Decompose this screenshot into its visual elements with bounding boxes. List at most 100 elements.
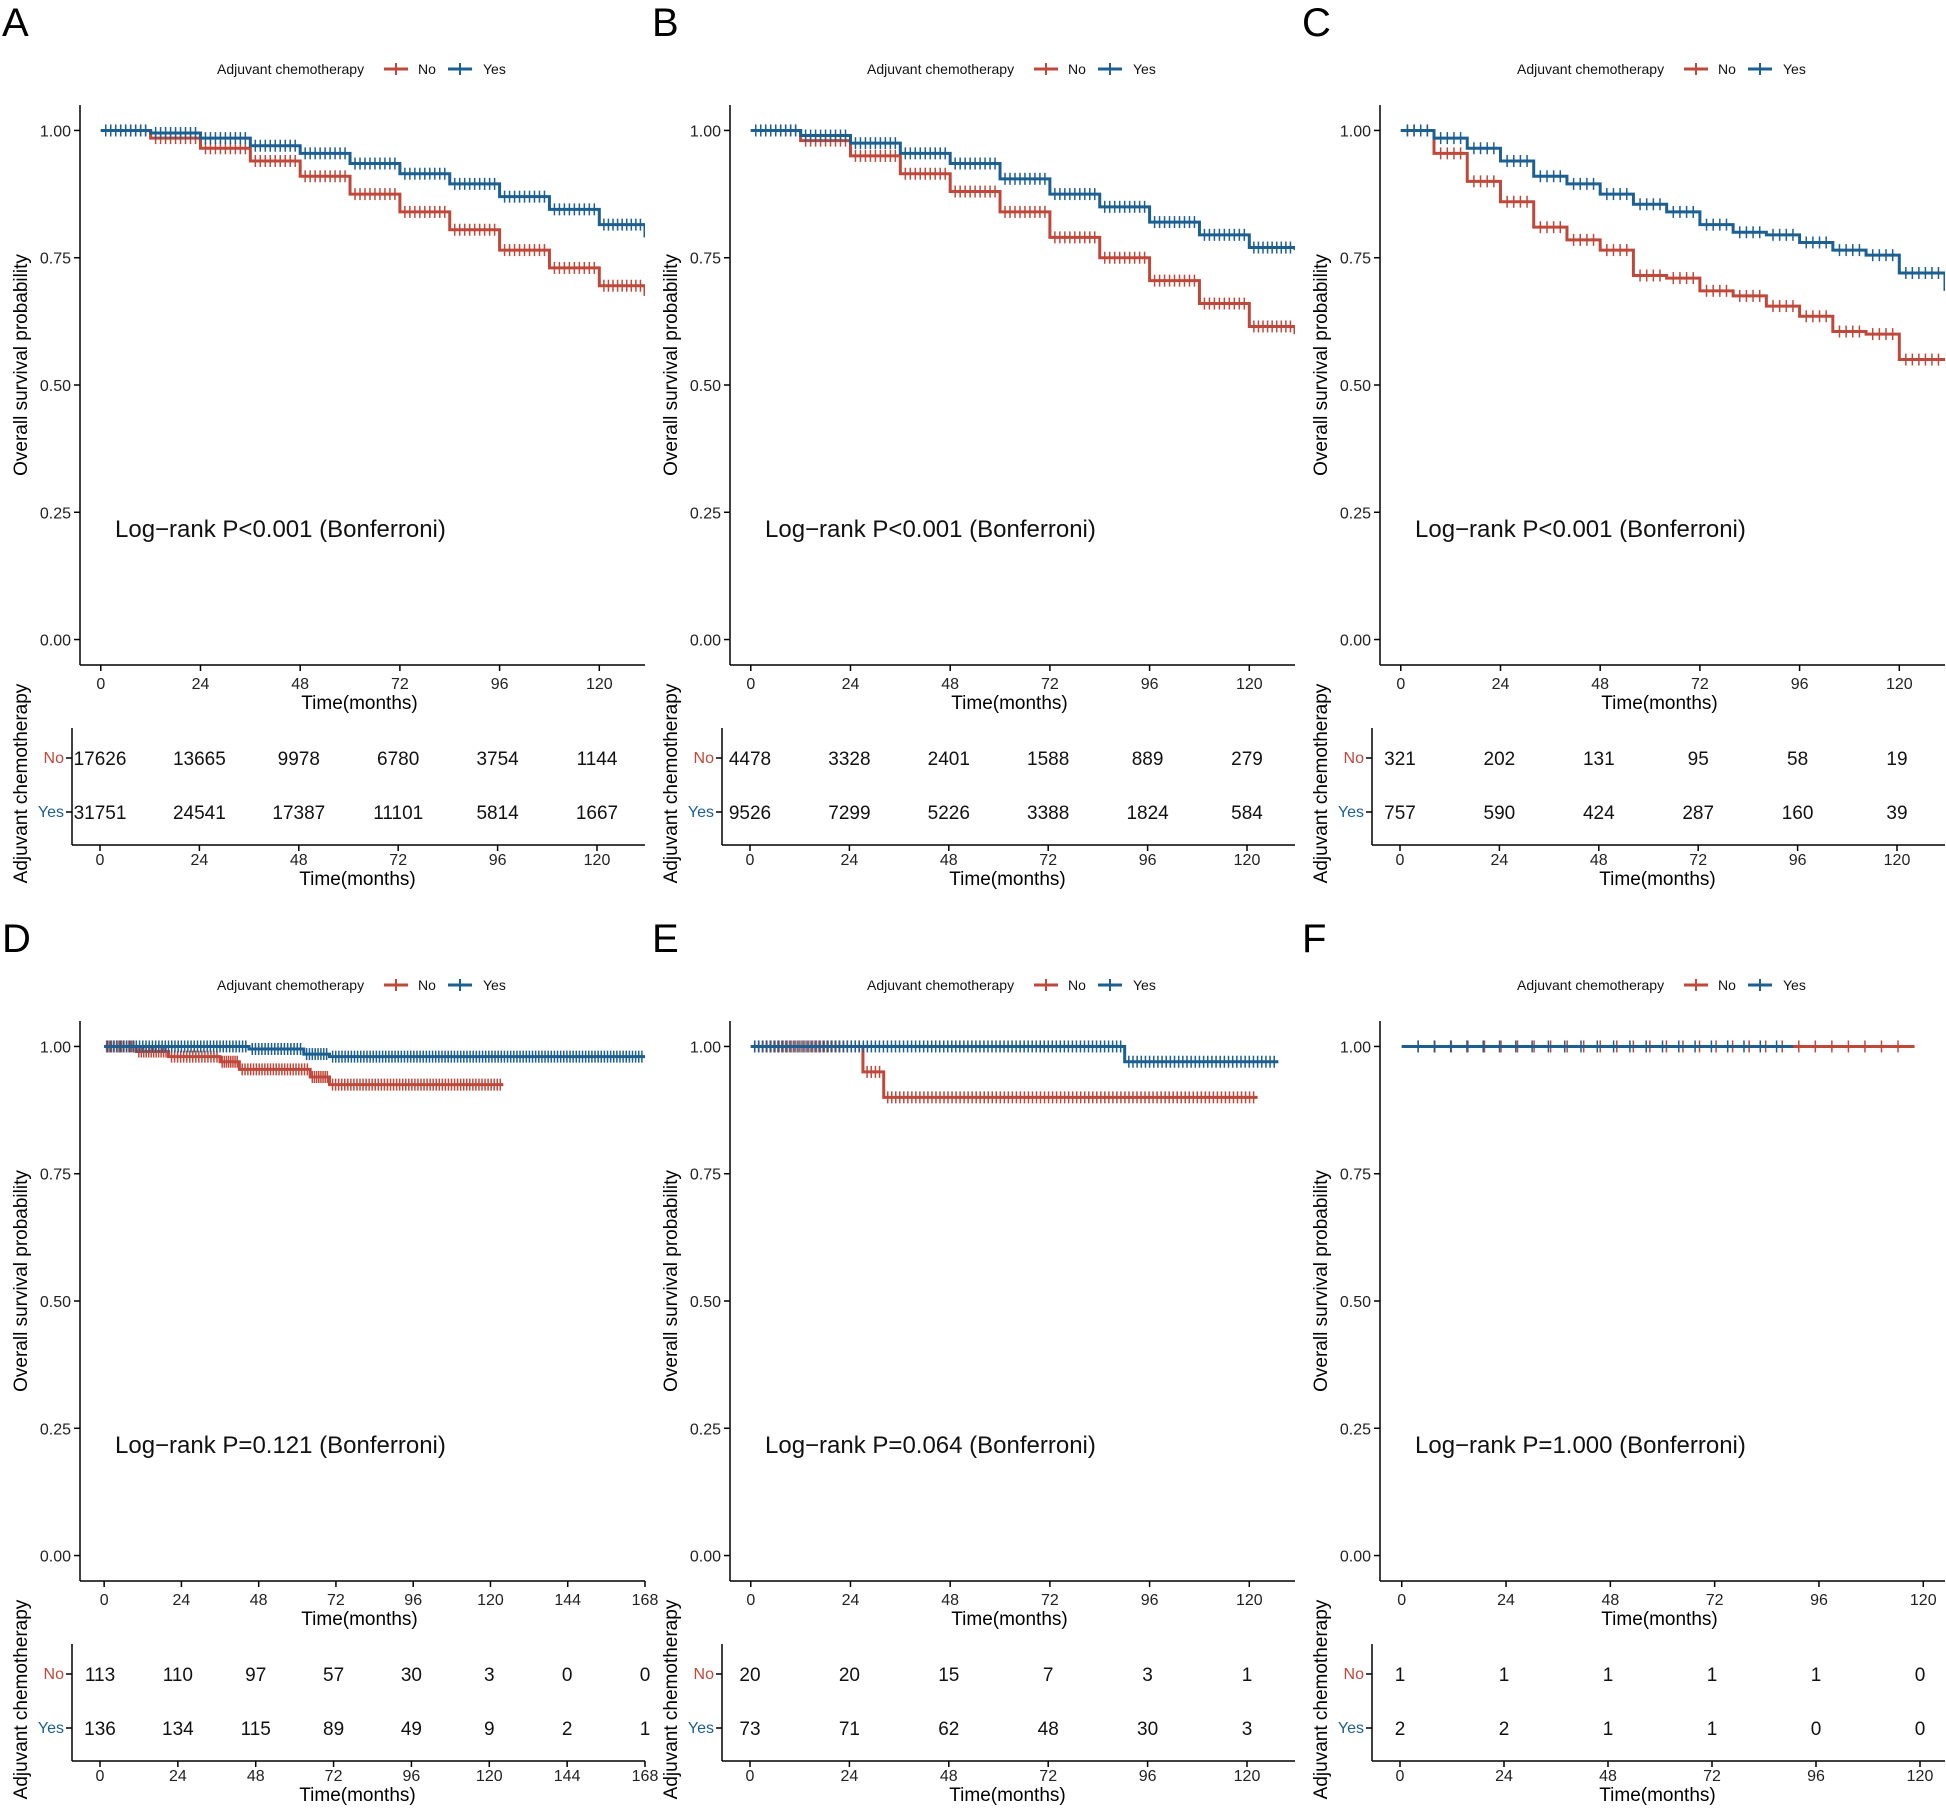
risk-count: 3 — [1142, 1665, 1153, 1686]
y-tick-label: 0.75 — [1340, 251, 1371, 268]
risk-row-label-yes: Yes — [1338, 804, 1364, 821]
risk-count: 1 — [640, 1719, 651, 1740]
risk-x-tick-label: 120 — [584, 852, 611, 869]
legend: Adjuvant chemotherapy No Yes — [217, 977, 506, 993]
x-tick-label: 120 — [1236, 1592, 1263, 1609]
risk-row-label-yes: Yes — [38, 1720, 64, 1737]
risk-row-label-yes: Yes — [38, 804, 64, 821]
logrank-annotation: Log−rank P<0.001 (Bonferroni) — [1415, 516, 1746, 543]
x-tick-label: 48 — [291, 676, 309, 693]
x-tick-label: 168 — [632, 1592, 659, 1609]
survival-curve-no — [1400, 128, 1945, 362]
series-yes — [100, 124, 645, 238]
legend: Adjuvant chemotherapy No Yes — [217, 61, 506, 77]
legend-key-no: No — [1684, 977, 1736, 993]
risk-x-tick-label: 0 — [746, 1768, 755, 1785]
risk-count: 6780 — [377, 749, 419, 770]
risk-count: 1667 — [576, 803, 618, 824]
risk-x-tick-label: 72 — [1039, 852, 1057, 869]
risk-count: 1 — [1242, 1665, 1253, 1686]
risk-x-tick-label: 48 — [247, 1768, 265, 1785]
risk-count: 757 — [1384, 803, 1416, 824]
risk-x-tick-label: 24 — [841, 1768, 859, 1785]
legend-key-yes: Yes — [1098, 977, 1156, 993]
risk-x-tick-label: 96 — [1139, 852, 1157, 869]
y-tick-label: 0.50 — [40, 1294, 71, 1311]
risk-x-axis-label: Time(months) — [949, 1785, 1065, 1806]
panel-C: C Adjuvant chemotherapy No Yes Overall survi… — [1302, 1, 1945, 890]
risk-count: 279 — [1231, 749, 1263, 770]
x-tick-label: 24 — [842, 676, 860, 693]
legend-title: Adjuvant chemotherapy — [217, 61, 364, 77]
y-tick-label: 0.75 — [1340, 1167, 1371, 1184]
risk-count: 584 — [1231, 803, 1263, 824]
legend-label-yes: Yes — [1133, 61, 1156, 77]
risk-x-tick-label: 72 — [325, 1768, 343, 1785]
y-tick-label: 0.25 — [40, 1421, 71, 1438]
risk-x-tick-label: 48 — [1599, 1768, 1617, 1785]
legend-key-yes: Yes — [448, 977, 506, 993]
y-tick-label: 0.25 — [690, 505, 721, 522]
y-tick-label: 0.00 — [1340, 1549, 1371, 1566]
risk-count: 113 — [85, 1665, 115, 1686]
risk-count: 1 — [1395, 1665, 1406, 1686]
legend: Adjuvant chemotherapy No Yes — [1517, 61, 1806, 77]
risk-x-tick-label: 120 — [1907, 1768, 1934, 1785]
x-tick-label: 96 — [1141, 1592, 1159, 1609]
risk-count: 889 — [1132, 749, 1164, 770]
legend-title: Adjuvant chemotherapy — [1517, 61, 1664, 77]
risk-count: 30 — [401, 1665, 422, 1686]
risk-row-label-no: No — [44, 750, 65, 767]
risk-x-tick-label: 0 — [96, 1768, 105, 1785]
risk-count: 30 — [1137, 1719, 1158, 1740]
plot-axes: 0.00 0.25 0.50 0.75 1.00 0 24 48 72 96 120 Time(mon… — [1340, 105, 1945, 714]
y-tick-label: 1.00 — [1340, 123, 1371, 140]
risk-count: 17387 — [272, 803, 325, 824]
x-axis-label: Time(months) — [301, 693, 417, 714]
y-tick-label: 0.50 — [1340, 378, 1371, 395]
risk-count: 2 — [1395, 1719, 1406, 1740]
x-tick-label: 72 — [1041, 676, 1059, 693]
survival-curve-yes — [750, 1044, 1279, 1064]
panel-letter: A — [2, 1, 29, 45]
risk-row-label-no: No — [1344, 1666, 1365, 1683]
risk-count: 95 — [1688, 749, 1709, 770]
risk-count: 39 — [1886, 803, 1907, 824]
risk-x-tick-label: 72 — [1703, 1768, 1721, 1785]
risk-x-tick-label: 120 — [1234, 1768, 1261, 1785]
panel-D: D Adjuvant chemotherapy No Yes Overall survi… — [2, 917, 658, 1806]
risk-count: 0 — [1811, 1719, 1822, 1740]
risk-x-axis-label: Time(months) — [1599, 869, 1715, 890]
series-yes — [750, 1040, 1279, 1068]
risk-x-tick-label: 0 — [746, 852, 755, 869]
y-tick-label: 1.00 — [40, 123, 71, 140]
x-tick-label: 120 — [586, 676, 613, 693]
risk-count: 11101 — [373, 803, 423, 824]
risk-row-label-yes: Yes — [1338, 1720, 1364, 1737]
risk-count: 4478 — [729, 749, 771, 770]
x-tick-label: 0 — [746, 1592, 755, 1609]
risk-x-axis-label: Time(months) — [1599, 1785, 1715, 1806]
panel-letter: C — [1302, 1, 1331, 45]
risk-table: Adjuvant chemotherapy No 4478 3328 2401 1588 8… — [661, 683, 1295, 890]
panel-A: A Adjuvant chemotherapy No Yes Overall survi… — [2, 1, 645, 890]
risk-count: 57 — [323, 1665, 344, 1686]
x-tick-label: 48 — [941, 676, 959, 693]
survival-curve-no — [100, 128, 645, 296]
risk-table: Adjuvant chemotherapy No 17626 13665 9978 678… — [11, 683, 645, 890]
x-tick-label: 0 — [1397, 1592, 1406, 1609]
y-tick-label: 0.25 — [40, 505, 71, 522]
risk-count: 131 — [1583, 749, 1615, 770]
risk-count: 321 — [1384, 749, 1416, 770]
x-axis-label: Time(months) — [951, 1609, 1067, 1630]
risk-x-tick-label: 48 — [1590, 852, 1608, 869]
risk-count: 9 — [484, 1719, 495, 1740]
risk-count: 3 — [484, 1665, 495, 1686]
legend-key-yes: Yes — [1098, 61, 1156, 77]
risk-x-tick-label: 72 — [1689, 852, 1707, 869]
legend-key-yes: Yes — [1748, 977, 1806, 993]
risk-count: 2 — [1499, 1719, 1510, 1740]
panel-letter: D — [2, 917, 31, 961]
legend-key-no: No — [384, 977, 436, 993]
risk-row-label-no: No — [694, 1666, 715, 1683]
